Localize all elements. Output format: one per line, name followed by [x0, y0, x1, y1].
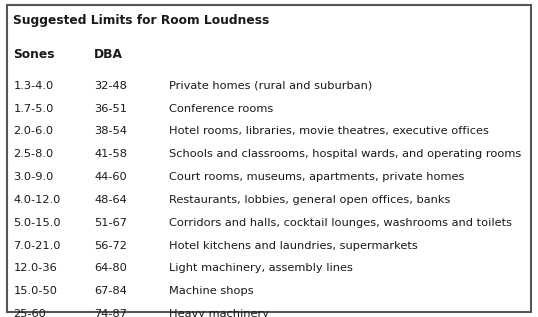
- Text: 3.0-9.0: 3.0-9.0: [13, 172, 54, 182]
- Text: 41-58: 41-58: [94, 149, 127, 159]
- FancyBboxPatch shape: [7, 5, 531, 312]
- Text: Suggested Limits for Room Loudness: Suggested Limits for Room Loudness: [13, 14, 270, 27]
- Text: 2.0-6.0: 2.0-6.0: [13, 126, 54, 137]
- Text: DBA: DBA: [94, 48, 123, 61]
- Text: 38-54: 38-54: [94, 126, 127, 137]
- Text: 36-51: 36-51: [94, 104, 127, 114]
- Text: 64-80: 64-80: [94, 263, 127, 274]
- Text: 1.3-4.0: 1.3-4.0: [13, 81, 54, 91]
- Text: Sones: Sones: [13, 48, 55, 61]
- Text: 74-87: 74-87: [94, 309, 127, 317]
- Text: 56-72: 56-72: [94, 241, 127, 251]
- Text: 51-67: 51-67: [94, 218, 127, 228]
- Text: 48-64: 48-64: [94, 195, 127, 205]
- Text: 32-48: 32-48: [94, 81, 127, 91]
- Text: Restaurants, lobbies, general open offices, banks: Restaurants, lobbies, general open offic…: [169, 195, 451, 205]
- Text: 4.0-12.0: 4.0-12.0: [13, 195, 61, 205]
- Text: 15.0-50: 15.0-50: [13, 286, 58, 296]
- Text: 1.7-5.0: 1.7-5.0: [13, 104, 54, 114]
- Text: 44-60: 44-60: [94, 172, 127, 182]
- Text: 5.0-15.0: 5.0-15.0: [13, 218, 61, 228]
- Text: Conference rooms: Conference rooms: [169, 104, 274, 114]
- Text: Light machinery, assembly lines: Light machinery, assembly lines: [169, 263, 353, 274]
- Text: 67-84: 67-84: [94, 286, 127, 296]
- Text: 7.0-21.0: 7.0-21.0: [13, 241, 61, 251]
- Text: Court rooms, museums, apartments, private homes: Court rooms, museums, apartments, privat…: [169, 172, 465, 182]
- Text: 2.5-8.0: 2.5-8.0: [13, 149, 54, 159]
- Text: 12.0-36: 12.0-36: [13, 263, 57, 274]
- Text: 25-60: 25-60: [13, 309, 46, 317]
- Text: Hotel kitchens and laundries, supermarkets: Hotel kitchens and laundries, supermarke…: [169, 241, 418, 251]
- Text: Schools and classrooms, hospital wards, and operating rooms: Schools and classrooms, hospital wards, …: [169, 149, 522, 159]
- Text: Heavy machinery: Heavy machinery: [169, 309, 270, 317]
- Text: Corridors and halls, cocktail lounges, washrooms and toilets: Corridors and halls, cocktail lounges, w…: [169, 218, 513, 228]
- Text: Private homes (rural and suburban): Private homes (rural and suburban): [169, 81, 373, 91]
- Text: Machine shops: Machine shops: [169, 286, 254, 296]
- Text: Hotel rooms, libraries, movie theatres, executive offices: Hotel rooms, libraries, movie theatres, …: [169, 126, 490, 137]
